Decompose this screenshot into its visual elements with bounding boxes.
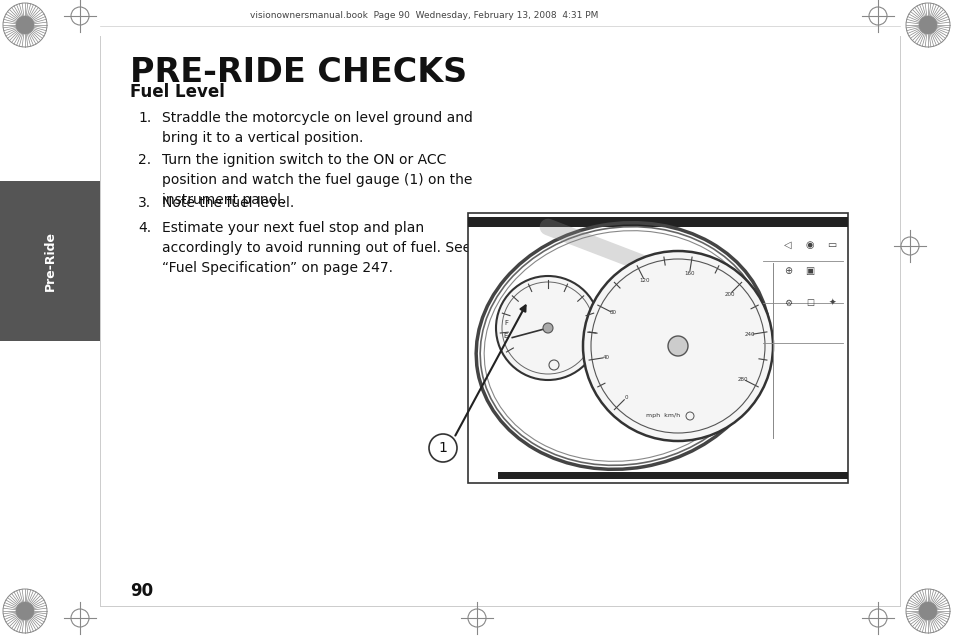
Text: Estimate your next fuel stop and plan
accordingly to avoid running out of fuel. : Estimate your next fuel stop and plan ac… xyxy=(162,221,471,275)
Text: ✦: ✦ xyxy=(827,298,835,307)
Bar xyxy=(468,213,847,483)
Bar xyxy=(497,472,847,479)
Circle shape xyxy=(918,602,936,620)
Text: Turn the ignition switch to the ON or ACC
position and watch the fuel gauge (1) : Turn the ignition switch to the ON or AC… xyxy=(162,153,472,207)
Circle shape xyxy=(496,276,599,380)
Text: 4.: 4. xyxy=(138,221,151,235)
Circle shape xyxy=(542,323,553,333)
Text: 280: 280 xyxy=(737,377,747,382)
Text: 120: 120 xyxy=(639,279,649,284)
Circle shape xyxy=(429,434,456,462)
Circle shape xyxy=(667,336,687,356)
Text: 160: 160 xyxy=(683,272,694,277)
Text: mph  km/h: mph km/h xyxy=(645,413,679,418)
Text: 1.: 1. xyxy=(138,111,152,125)
Bar xyxy=(0,181,100,341)
Text: ▣: ▣ xyxy=(804,266,814,276)
Circle shape xyxy=(918,16,936,34)
Text: 200: 200 xyxy=(723,292,734,297)
Circle shape xyxy=(582,251,772,441)
Text: F: F xyxy=(503,320,507,326)
Text: ⚙: ⚙ xyxy=(783,298,791,307)
Text: Straddle the motorcycle on level ground and
bring it to a vertical position.: Straddle the motorcycle on level ground … xyxy=(162,111,473,145)
Circle shape xyxy=(16,16,34,34)
Circle shape xyxy=(16,602,34,620)
Bar xyxy=(468,217,847,227)
Text: 240: 240 xyxy=(744,332,755,337)
Text: Pre-Ride: Pre-Ride xyxy=(44,231,56,291)
Text: ☐: ☐ xyxy=(805,298,813,307)
Text: ⊕: ⊕ xyxy=(783,266,791,276)
Text: 0: 0 xyxy=(624,395,627,400)
Text: 3.: 3. xyxy=(138,196,151,210)
Text: visionownersmanual.book  Page 90  Wednesday, February 13, 2008  4:31 PM: visionownersmanual.book Page 90 Wednesda… xyxy=(250,11,598,20)
Text: 2.: 2. xyxy=(138,153,151,167)
Text: ▭: ▭ xyxy=(826,240,836,250)
Text: 40: 40 xyxy=(601,355,609,360)
Text: 90: 90 xyxy=(130,582,153,600)
Text: ◉: ◉ xyxy=(805,240,814,250)
Text: Note the fuel level.: Note the fuel level. xyxy=(162,196,294,210)
Text: PRE-RIDE CHECKS: PRE-RIDE CHECKS xyxy=(130,56,467,89)
Text: E: E xyxy=(503,333,508,339)
Text: 1: 1 xyxy=(438,441,447,455)
Text: 80: 80 xyxy=(609,310,616,315)
Text: Fuel Level: Fuel Level xyxy=(130,83,225,101)
Text: ◁: ◁ xyxy=(783,240,791,250)
